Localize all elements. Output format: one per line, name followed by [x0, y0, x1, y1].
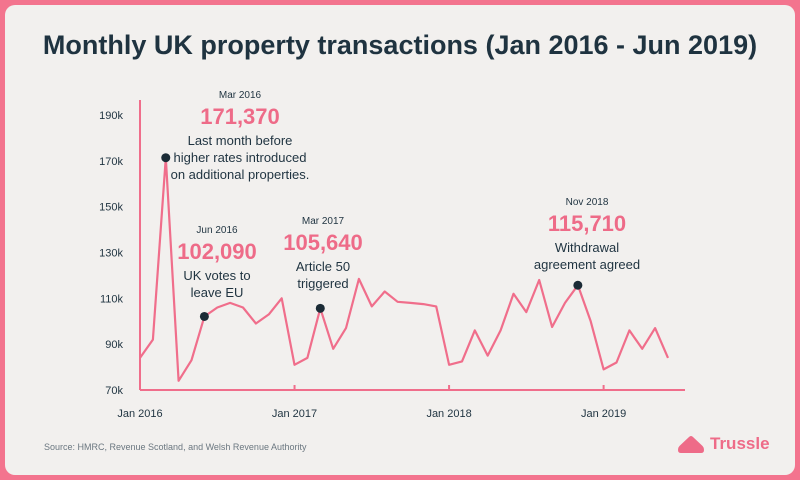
annotation-value: 105,640	[283, 230, 363, 255]
annotation-marker	[315, 303, 325, 313]
annotation-text: leave EU	[191, 285, 244, 300]
chart-card	[5, 5, 795, 475]
annotation-text: triggered	[297, 276, 348, 291]
annotation-text: Withdrawal	[555, 240, 619, 255]
annotation-value: 102,090	[177, 239, 257, 264]
annotation-text: higher rates introduced	[174, 150, 307, 165]
y-tick-label: 90k	[105, 339, 123, 351]
annotation-date: Mar 2017	[302, 216, 345, 227]
y-tick-label: 170k	[99, 156, 123, 168]
x-tick-label: Jan 2018	[426, 408, 471, 420]
x-tick-label: Jan 2019	[581, 408, 626, 420]
house-icon	[678, 436, 704, 453]
y-tick-label: 110k	[100, 293, 124, 305]
x-tick-label: Jan 2016	[117, 408, 162, 420]
annotation-text: agreement agreed	[534, 257, 640, 272]
brand-logo[interactable]: Trussle	[676, 432, 770, 456]
source-note: Source: HMRC, Revenue Scotland, and Wels…	[44, 442, 307, 452]
y-tick-label: 130k	[99, 248, 123, 260]
y-tick-label: 150k	[99, 202, 123, 214]
annotation-date: Nov 2018	[566, 197, 609, 208]
annotation-text: Last month before	[188, 133, 293, 148]
series-line-transactions	[139, 156, 670, 382]
brand-name: Trussle	[710, 434, 770, 453]
annotation-value: 115,710	[548, 211, 626, 236]
x-tick-label: Jan 2017	[272, 408, 317, 420]
annotation-text: on additional properties.	[171, 167, 310, 182]
annotation-value: 171,370	[200, 104, 280, 129]
chart-title: Monthly UK property transactions (Jan 20…	[42, 30, 758, 60]
annotation-date: Jun 2016	[196, 225, 238, 236]
y-tick-label: 190k	[99, 110, 123, 122]
y-tick-label: 70k	[105, 385, 123, 397]
annotation-marker	[161, 153, 171, 163]
annotation-date: Mar 2016	[219, 90, 262, 101]
annotation-marker	[199, 311, 209, 321]
annotation-marker	[573, 280, 583, 290]
annotation-text: Article 50	[296, 259, 350, 274]
annotation-text: UK votes to	[183, 268, 250, 283]
